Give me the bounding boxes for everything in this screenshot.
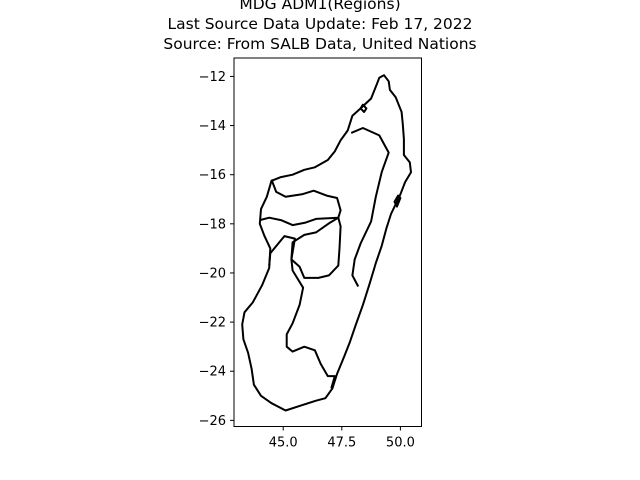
internal-boundary-1 bbox=[350, 127, 390, 287]
y-tick-label: −14 bbox=[199, 119, 226, 134]
y-tick-label: −26 bbox=[199, 414, 226, 429]
outline-boundary-0 bbox=[241, 74, 412, 412]
y-tick-label: −20 bbox=[199, 266, 226, 281]
y-tick-label: −18 bbox=[199, 217, 226, 232]
internal-boundary-3 bbox=[290, 216, 342, 279]
title-line-1: MDG ADM1(Regions) bbox=[239, 0, 401, 13]
island-boundary-5 bbox=[359, 103, 368, 113]
y-axis: −12 −14 −16 −18 −20 −22 −24 −26 bbox=[199, 70, 234, 429]
plot-frame bbox=[233, 57, 422, 427]
internal-boundary-4 bbox=[268, 235, 336, 389]
title-line-3: Source: From SALB Data, United Nations bbox=[163, 35, 477, 53]
y-tick-label: −24 bbox=[199, 365, 226, 380]
y-tick-label: −12 bbox=[199, 70, 226, 85]
y-tick-label: −22 bbox=[199, 316, 226, 331]
y-tick-label: −16 bbox=[199, 168, 226, 183]
title-line-2: Last Source Data Update: Feb 17, 2022 bbox=[167, 15, 473, 33]
x-axis: 45.0 47.5 50.0 bbox=[269, 426, 415, 451]
map-title: MDG ADM1(Regions) Last Source Data Updat… bbox=[0, 0, 640, 54]
internal-boundary-2 bbox=[259, 179, 342, 227]
x-tick-label: 47.5 bbox=[327, 436, 356, 451]
x-tick-label: 45.0 bbox=[269, 436, 298, 451]
island-boundary-6 bbox=[393, 194, 402, 208]
region-boundaries bbox=[241, 74, 412, 412]
x-tick-label: 50.0 bbox=[386, 436, 415, 451]
